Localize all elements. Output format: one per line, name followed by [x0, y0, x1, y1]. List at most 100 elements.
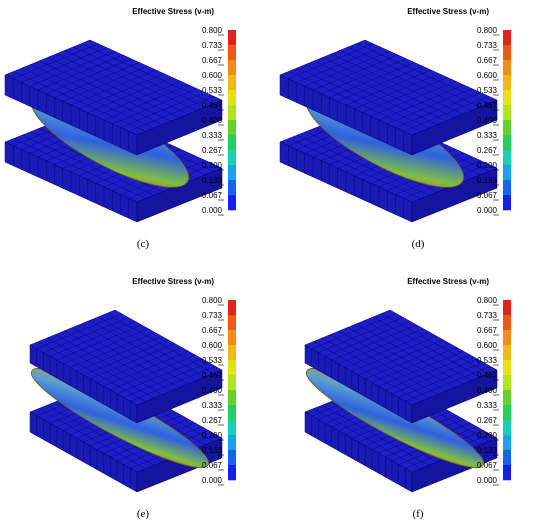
mesh-line — [83, 339, 169, 376]
colorbar-tick-label: 0.667 — [202, 326, 223, 335]
colorbar-segment — [228, 105, 236, 121]
colorbar-tick-label: 0.800 — [477, 296, 498, 305]
colorbar-segment — [228, 180, 236, 196]
colorbar-segment — [228, 120, 236, 136]
mesh-line — [62, 66, 148, 102]
mesh-line — [103, 84, 190, 121]
colorbar-tick-label: 0.200 — [477, 431, 498, 440]
mesh-line — [378, 351, 464, 387]
mesh-line — [370, 81, 456, 117]
colorbar-segment — [503, 120, 511, 136]
colorbar-segment — [503, 465, 511, 481]
colorbar-title: Effective Stress (v-m) — [407, 277, 489, 286]
colorbar-segment — [228, 465, 236, 481]
colorbar-tick-label: 0.467 — [202, 101, 223, 110]
colorbar-tick-label: 0.400 — [477, 386, 498, 395]
mesh-line — [296, 47, 382, 83]
mesh-line — [56, 324, 142, 361]
colorbar-segment — [503, 420, 511, 436]
mesh-line — [318, 317, 404, 353]
colorbar-segment — [228, 75, 236, 91]
colorbar-segment — [228, 45, 236, 61]
panel: Effective Stress (v-m) 0.800 0.733 0.667 0.6… — [29, 277, 236, 520]
colorbar-tick-label: 0.267 — [202, 146, 223, 155]
mesh-line — [378, 84, 465, 121]
colorbar-tick-label: 0.467 — [202, 371, 223, 380]
mesh-line — [21, 47, 107, 83]
mesh-line — [288, 43, 374, 79]
panel: Effective Stress (v-m) 0.800 0.733 0.667 0.6… — [4, 7, 236, 250]
colorbar-tick-label: 0.067 — [202, 461, 223, 470]
colorbar-segment — [228, 60, 236, 76]
colorbar-segment — [503, 60, 511, 76]
colorbar-segment — [503, 375, 511, 391]
mesh-line — [304, 51, 390, 87]
mesh-line — [345, 69, 432, 106]
mesh-line — [362, 77, 448, 113]
mesh-line — [398, 362, 484, 398]
colorbar-tick-label: 0.067 — [202, 191, 223, 200]
mesh-line — [120, 92, 206, 128]
mesh-line — [90, 343, 176, 379]
mesh-line — [403, 96, 489, 132]
panel-caption: (f) — [413, 508, 424, 520]
mesh-line — [331, 324, 417, 361]
colorbar-tick-label: 0.000 — [202, 206, 223, 215]
mesh-line — [116, 358, 203, 394]
mesh-line — [70, 69, 157, 106]
mesh-line — [337, 66, 423, 102]
mesh-line — [345, 332, 431, 368]
mesh-line — [371, 347, 457, 383]
colorbar-tick-label: 0.600 — [202, 71, 223, 80]
colorbar-segment — [228, 315, 236, 331]
mesh-line — [329, 62, 415, 98]
mesh-line — [49, 321, 136, 357]
colorbar-title: Effective Stress (v-m) — [132, 277, 214, 286]
colorbar-tick-label: 0.600 — [477, 71, 498, 80]
mesh-line — [95, 81, 181, 117]
mesh-line — [395, 92, 481, 128]
colorbar-segment — [503, 435, 511, 451]
colorbar-segment — [503, 360, 511, 376]
colorbar-tick-label: 0.200 — [202, 431, 223, 440]
panel-caption: (d) — [412, 238, 425, 250]
mesh-line — [103, 351, 189, 387]
panel: Effective Stress (v-m) 0.800 0.733 0.667 0.6… — [279, 7, 511, 250]
colorbar-tick-label: 0.333 — [202, 401, 223, 410]
colorbar-tick-label: 0.333 — [202, 131, 223, 140]
mesh-line — [112, 88, 198, 124]
colorbar-segment — [503, 165, 511, 181]
panel-caption: (c) — [137, 238, 150, 250]
colorbar-segment — [228, 405, 236, 421]
mesh-line — [29, 51, 115, 87]
colorbar-tick-label: 0.800 — [202, 296, 223, 305]
colorbar-tick-label: 0.800 — [477, 26, 498, 35]
colorbar-tick-label: 0.267 — [202, 416, 223, 425]
colorbar-tick-label: 0.667 — [477, 326, 498, 335]
mesh-line — [365, 343, 451, 379]
colorbar-tick-label: 0.600 — [477, 341, 498, 350]
mesh-line — [63, 328, 149, 364]
mesh-line — [76, 336, 162, 372]
colorbar-tick-label: 0.267 — [477, 146, 498, 155]
mesh-line — [351, 336, 437, 372]
colorbar-tick-label: 0.067 — [477, 191, 498, 200]
colorbar-tick-label: 0.133 — [202, 176, 223, 185]
colorbar-segment — [503, 45, 511, 61]
mesh-line — [312, 54, 399, 91]
mesh-line — [54, 62, 140, 98]
colorbar-segment — [503, 180, 511, 196]
colorbar-segment — [228, 135, 236, 151]
colorbar-tick-label: 0.000 — [202, 476, 223, 485]
colorbar-segment — [228, 345, 236, 361]
colorbar-tick-label: 0.133 — [477, 446, 498, 455]
colorbar-tick-label: 0.200 — [477, 161, 498, 170]
colorbar-segment — [503, 75, 511, 91]
colorbar-segment — [228, 390, 236, 406]
mesh-line — [43, 317, 129, 353]
colorbar-tick-label: 0.667 — [202, 56, 223, 65]
mesh-line — [110, 354, 196, 391]
colorbar-tick-label: 0.333 — [477, 401, 498, 410]
mesh-line — [96, 347, 182, 383]
